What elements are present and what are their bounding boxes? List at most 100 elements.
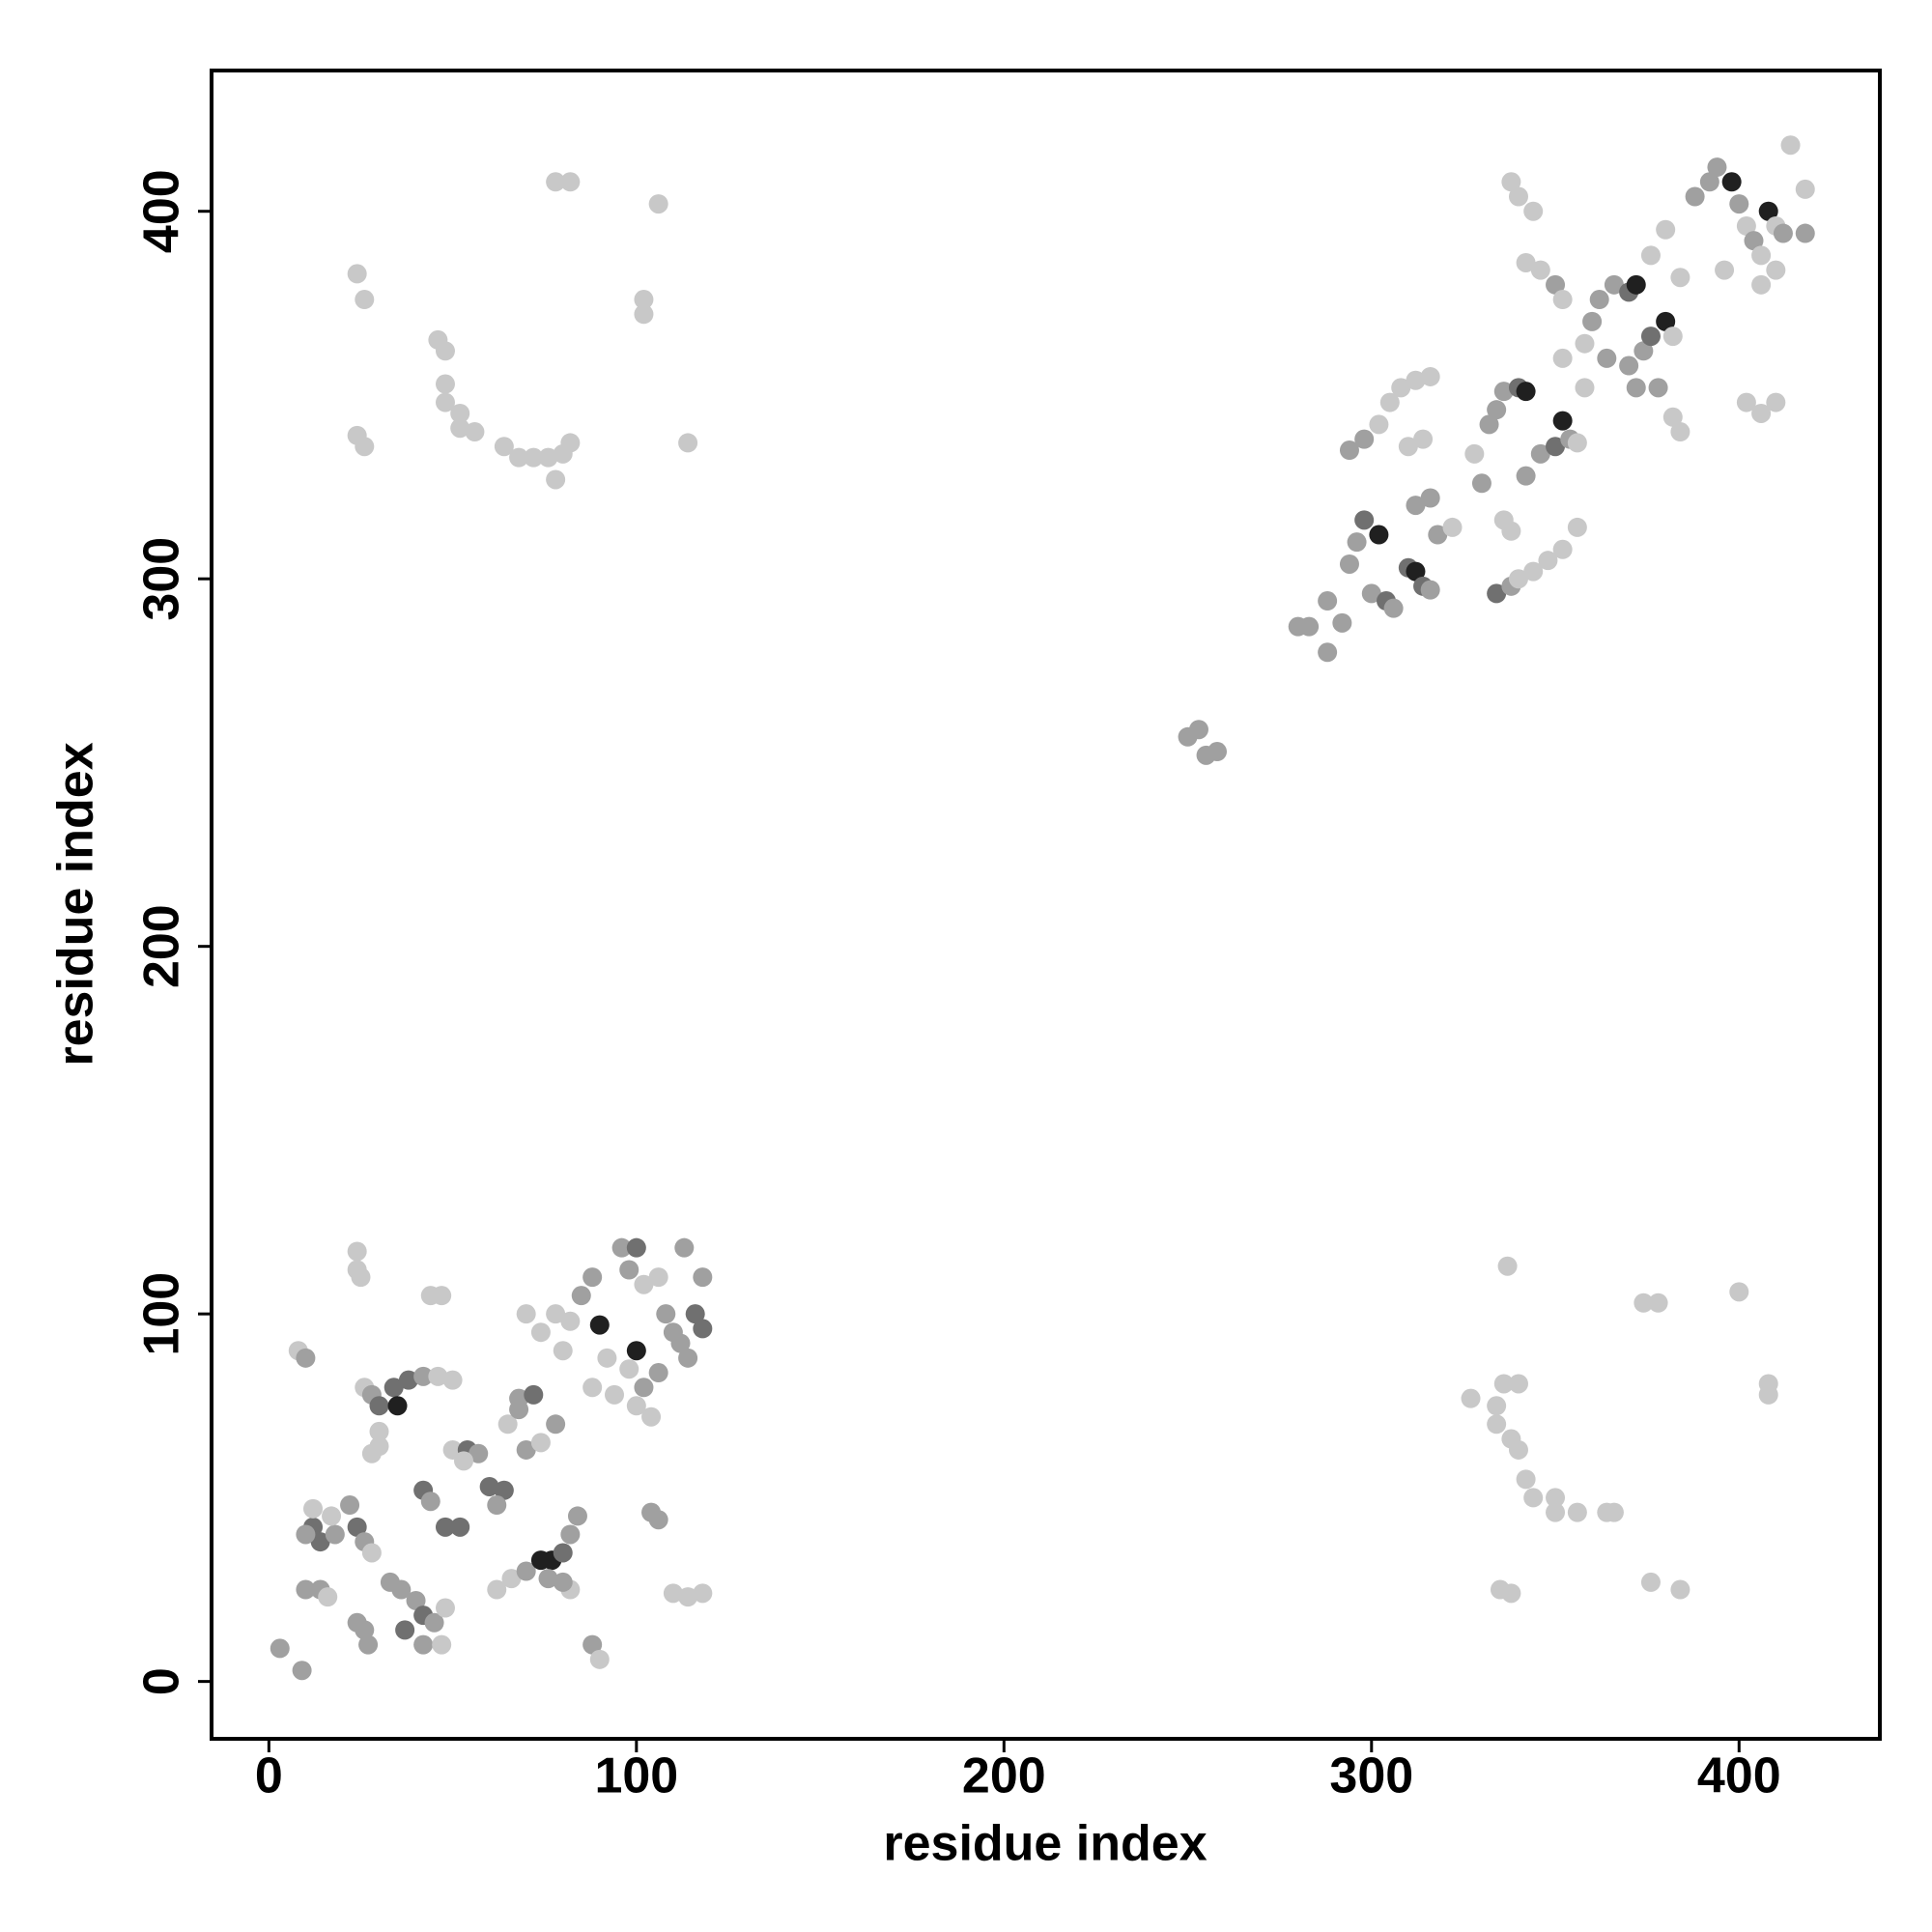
point: [1428, 525, 1448, 545]
point: [303, 1498, 324, 1519]
point: [322, 1506, 342, 1526]
point: [465, 422, 485, 442]
point: [1751, 403, 1772, 423]
point: [678, 433, 698, 453]
point: [648, 1267, 668, 1288]
point: [361, 1543, 382, 1563]
point: [454, 1451, 474, 1471]
point: [641, 1406, 662, 1427]
point: [1347, 532, 1367, 553]
point: [497, 1414, 518, 1435]
point: [589, 1315, 610, 1335]
point: [450, 403, 470, 423]
point: [1391, 378, 1411, 398]
point: [1648, 1293, 1668, 1313]
point: [432, 1286, 452, 1306]
point: [1523, 201, 1544, 221]
point: [546, 1304, 566, 1324]
point: [611, 1237, 632, 1258]
point: [1487, 1414, 1507, 1435]
point: [1354, 510, 1375, 530]
point: [634, 1378, 654, 1398]
point: [1516, 466, 1536, 486]
point: [1207, 742, 1227, 762]
point: [530, 1322, 551, 1343]
y-tick-label: 300: [134, 537, 190, 621]
y-axis-label: residue index: [48, 742, 104, 1065]
point: [479, 1476, 499, 1496]
point: [663, 1583, 683, 1604]
point: [546, 1414, 566, 1435]
point: [270, 1638, 290, 1659]
point: [1530, 260, 1550, 280]
point: [1379, 392, 1400, 412]
point: [1406, 496, 1426, 516]
point: [1685, 186, 1705, 207]
point: [1751, 274, 1772, 295]
point: [487, 1495, 507, 1516]
point: [1780, 135, 1801, 156]
point: [678, 1348, 698, 1368]
point: [450, 418, 470, 439]
point: [420, 1492, 440, 1512]
point: [292, 1661, 312, 1681]
x-tick-label: 0: [255, 1748, 283, 1804]
point: [509, 447, 529, 468]
point: [1640, 1572, 1661, 1592]
point: [1662, 327, 1683, 347]
point: [1758, 201, 1778, 221]
point: [1516, 1469, 1536, 1490]
point: [524, 447, 544, 468]
point: [1626, 378, 1646, 398]
point: [1420, 366, 1440, 386]
point: [387, 1396, 408, 1416]
point: [340, 1495, 360, 1516]
point: [1339, 440, 1359, 461]
point: [469, 1443, 489, 1463]
point: [296, 1524, 316, 1545]
point: [1729, 194, 1749, 214]
point: [1339, 554, 1359, 574]
point: [553, 1572, 573, 1592]
point: [538, 447, 558, 468]
point: [347, 1517, 367, 1537]
point: [1487, 1396, 1507, 1416]
point: [1369, 525, 1389, 545]
point: [1597, 348, 1617, 368]
point: [1640, 245, 1661, 266]
point: [1567, 517, 1587, 537]
point: [634, 290, 654, 310]
point: [1640, 327, 1661, 347]
point: [1501, 1583, 1521, 1604]
point: [487, 1579, 507, 1600]
point: [1662, 407, 1683, 427]
point: [351, 1267, 371, 1288]
point: [501, 1569, 522, 1589]
point: [582, 1634, 603, 1655]
point: [1413, 429, 1434, 449]
point: [1383, 598, 1404, 618]
y-tick-label: 400: [134, 169, 190, 253]
point: [516, 1304, 536, 1324]
point: [1552, 411, 1573, 431]
point: [406, 1590, 426, 1610]
point: [670, 1333, 691, 1353]
point: [1361, 583, 1381, 604]
point: [678, 1587, 698, 1607]
x-tick-label: 300: [1329, 1748, 1413, 1804]
point: [1546, 1488, 1566, 1508]
point: [1634, 1293, 1654, 1313]
point: [435, 1598, 455, 1618]
point: [1552, 348, 1573, 368]
point: [1721, 172, 1742, 192]
point: [1552, 539, 1573, 559]
point: [597, 1348, 617, 1368]
point: [1648, 378, 1668, 398]
x-tick-label: 100: [594, 1748, 678, 1804]
point: [1501, 172, 1521, 192]
point: [619, 1359, 639, 1379]
point: [648, 194, 668, 214]
point: [310, 1532, 330, 1552]
point: [1670, 1579, 1690, 1600]
point: [369, 1436, 389, 1457]
